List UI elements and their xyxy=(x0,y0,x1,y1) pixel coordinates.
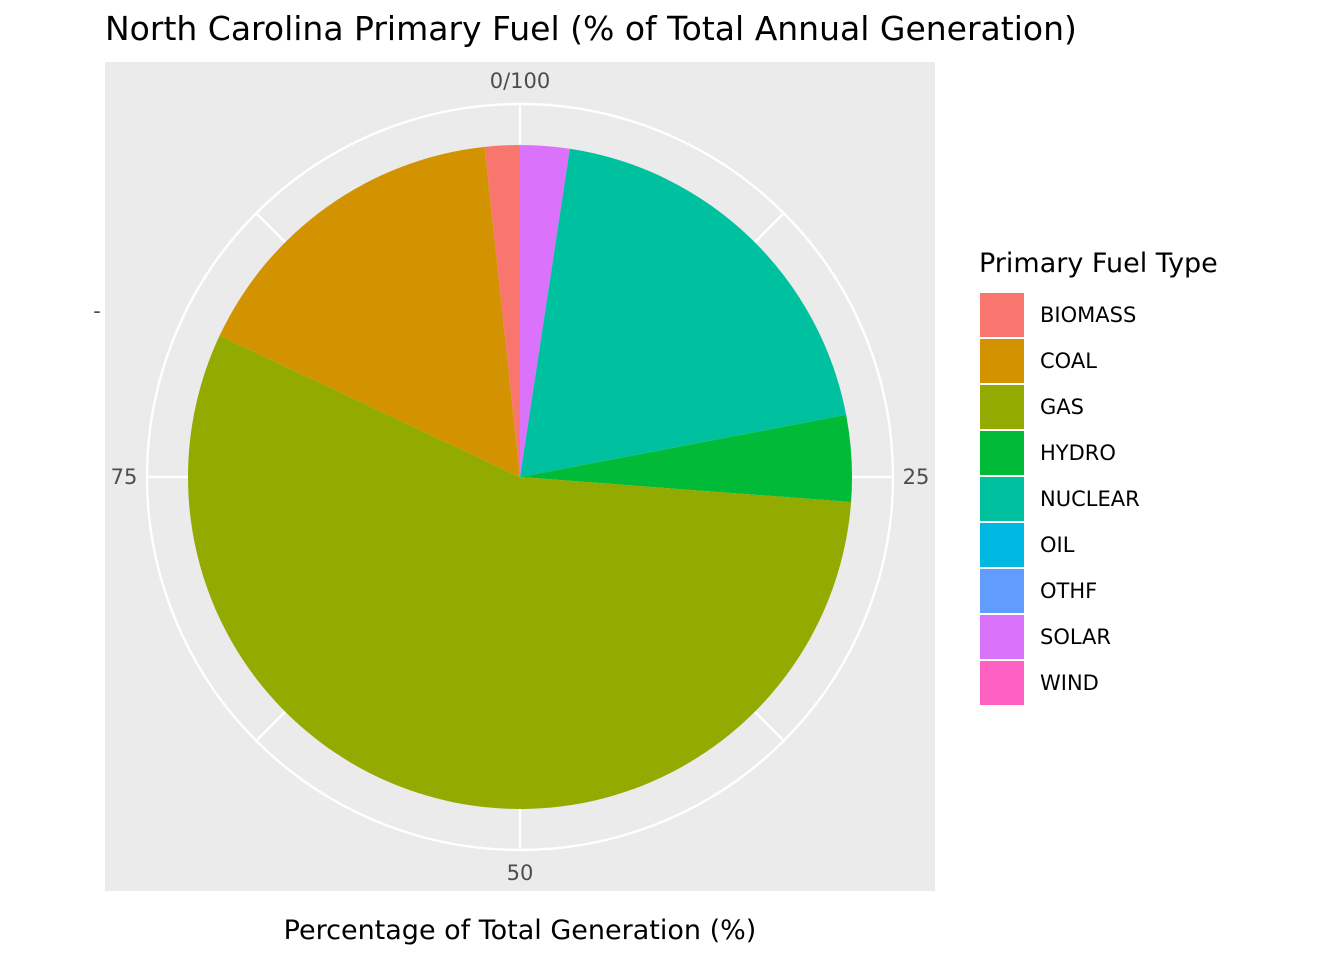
legend-label-othf: OTHF xyxy=(1040,579,1097,603)
legend-label-nuclear: NUCLEAR xyxy=(1040,487,1140,511)
x-axis-title: Percentage of Total Generation (%) xyxy=(284,915,757,946)
tick-label-25: 25 xyxy=(903,465,930,489)
y-tick-label: - xyxy=(93,299,101,323)
slice-nuclear xyxy=(520,148,847,477)
legend-label-solar: SOLAR xyxy=(1040,625,1111,649)
slice-gas xyxy=(188,335,852,809)
legend-title: Primary Fuel Type xyxy=(979,248,1218,279)
legend-key-othf xyxy=(978,567,1026,615)
pie-slices xyxy=(188,145,853,809)
tick-label-75: 75 xyxy=(111,465,138,489)
angle-tick-labels: 0/100 25 50 75 xyxy=(111,69,930,885)
legend-label-biomass: BIOMASS xyxy=(1040,303,1136,327)
legend-label-hydro: HYDRO xyxy=(1040,441,1116,465)
slice-coal xyxy=(219,146,520,477)
legend-key-nuclear xyxy=(978,475,1026,523)
tick-label-0: 0/100 xyxy=(490,69,551,93)
tick-label-50: 50 xyxy=(507,861,534,885)
slice-biomass xyxy=(484,145,520,477)
legend-key-hydro xyxy=(978,429,1026,477)
legend-label-coal: COAL xyxy=(1040,349,1097,373)
legend-key-wind xyxy=(978,659,1026,707)
legend-key-coal xyxy=(978,337,1026,385)
legend-key-gas xyxy=(978,383,1026,431)
legend-key-biomass xyxy=(978,291,1026,339)
legend-key-oil xyxy=(978,521,1026,569)
legend: Primary Fuel Type BIOMASS COAL GAS HYDRO NUC… xyxy=(978,248,1218,707)
chart-title: North Carolina Primary Fuel (% of Total … xyxy=(105,9,1077,48)
slice-hydro xyxy=(520,414,853,503)
legend-key-solar xyxy=(978,613,1026,661)
slice-solar xyxy=(520,145,570,477)
legend-label-wind: WIND xyxy=(1040,671,1099,695)
legend-label-gas: GAS xyxy=(1040,395,1084,419)
legend-label-oil: OIL xyxy=(1040,533,1075,557)
